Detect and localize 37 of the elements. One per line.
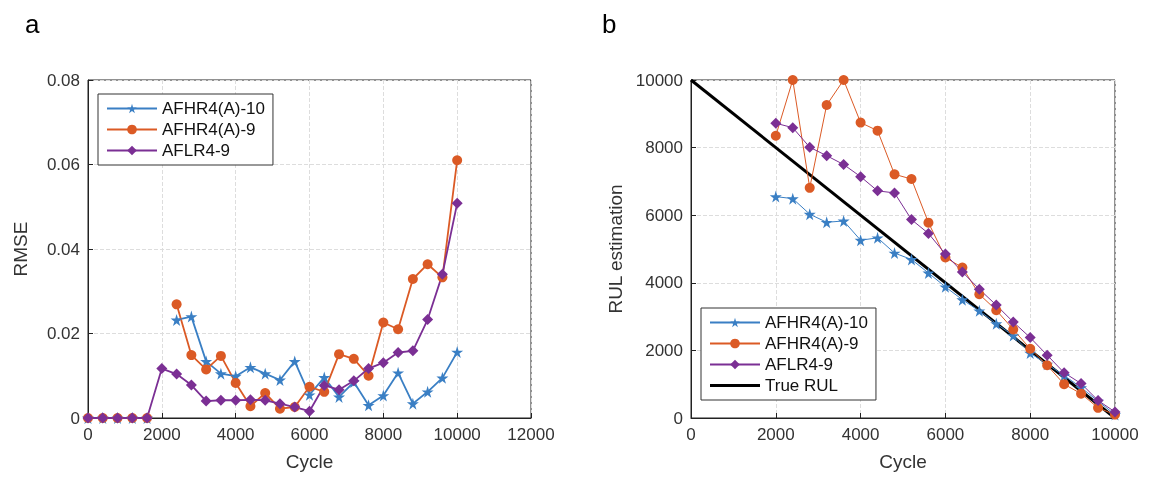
x-tick-label: 6000 — [926, 425, 965, 444]
chart-title: b — [602, 9, 617, 39]
y-tick-label: 0.06 — [46, 155, 80, 174]
x-tick-label: 8000 — [364, 425, 403, 444]
y-axis-title: RMSE — [10, 221, 31, 277]
x-tick-label: 4000 — [841, 425, 880, 444]
x-tick-label: 4000 — [216, 425, 255, 444]
x-tick-label: 6000 — [290, 425, 329, 444]
legend-label: AFHR4(A)-10 — [765, 313, 868, 332]
y-tick-label: 10000 — [635, 70, 683, 90]
y-tick-label: 2000 — [645, 340, 683, 360]
chart-title: a — [25, 9, 40, 39]
y-tick-label: 0 — [70, 408, 80, 428]
y-tick-label: 8000 — [645, 138, 683, 158]
legend-label: AFHR4(A)-10 — [162, 99, 265, 118]
x-tick-label: 10000 — [1091, 425, 1139, 444]
legend-label: AFHR4(A)-9 — [162, 120, 256, 139]
x-tick-label: 10000 — [433, 425, 481, 444]
y-tick-label: 4000 — [645, 273, 683, 293]
legend-label: AFLR4-9 — [162, 141, 231, 160]
x-axis-title: Cycle — [285, 451, 334, 472]
x-tick-label: 0 — [83, 425, 93, 444]
y-axis-title: RUL estimation — [604, 184, 626, 314]
y-tick-label: 0.04 — [46, 239, 80, 259]
x-tick-label: 2000 — [756, 425, 795, 444]
y-tick-label: 0 — [673, 408, 683, 428]
x-tick-label: 8000 — [1011, 425, 1050, 444]
legend-label: AFHR4(A)-9 — [765, 334, 859, 353]
x-tick-label: 0 — [686, 425, 696, 444]
legend-label: True RUL — [765, 376, 839, 395]
x-axis-title: Cycle — [879, 451, 927, 472]
y-tick-label: 0.02 — [46, 324, 80, 343]
x-tick-label: 12000 — [507, 425, 555, 444]
y-tick-label: 0.08 — [46, 70, 80, 90]
y-tick-label: 6000 — [645, 205, 683, 225]
legend-label: AFLR4-9 — [765, 355, 834, 374]
x-tick-label: 2000 — [142, 425, 181, 444]
